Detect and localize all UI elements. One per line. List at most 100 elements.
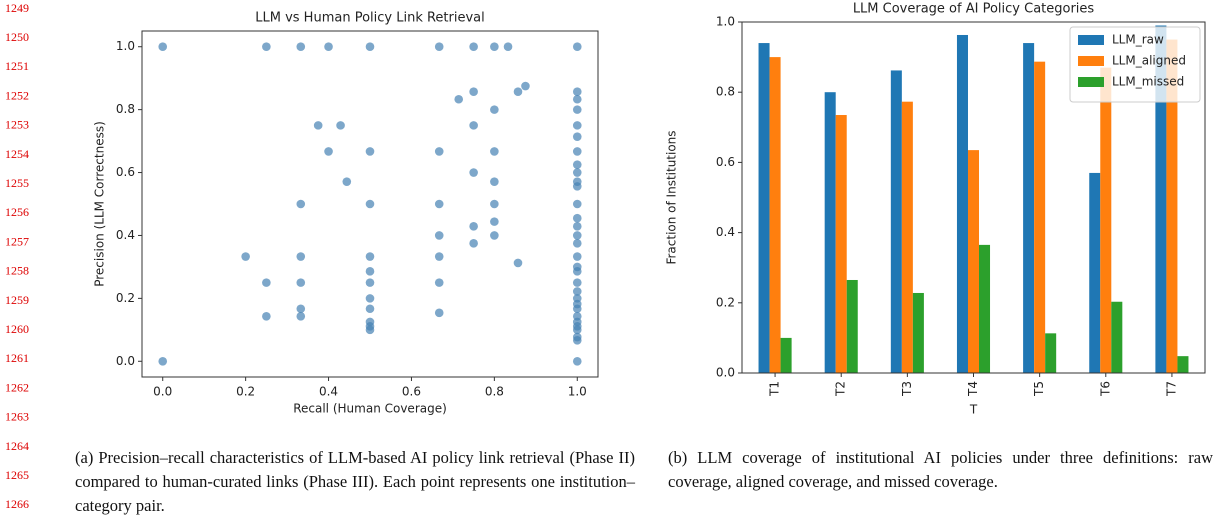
point	[296, 311, 306, 321]
y-tick-label: 0.4	[716, 225, 735, 239]
point	[296, 42, 306, 52]
line-number: 1253	[5, 118, 29, 132]
point	[469, 222, 478, 231]
bar	[1034, 61, 1046, 374]
bar	[967, 150, 980, 373]
line-number: 1250	[5, 30, 29, 44]
point	[572, 222, 582, 231]
y-tick-label: 0.6	[116, 165, 135, 179]
x-tick-label: T2	[834, 381, 848, 397]
x-tick-label: T5	[1032, 381, 1046, 397]
y-tick-label: 0.2	[116, 291, 135, 305]
point	[365, 42, 375, 52]
line-number: 1260	[5, 322, 29, 336]
point	[490, 217, 499, 226]
point	[572, 132, 582, 141]
x-tick-label: T6	[1098, 381, 1112, 397]
line-number: 1266	[5, 497, 29, 511]
axes-frame	[741, 21, 1206, 374]
y-tick-label: 0.0	[716, 366, 735, 380]
x-tick-label: 0.0	[153, 385, 172, 399]
chart-title: LLM Coverage of AI Policy Categories	[853, 2, 1095, 17]
line-number: 1263	[5, 410, 29, 424]
y-axis-label: Precision (LLM Correctness)	[93, 121, 107, 287]
line-number: 1264	[5, 439, 29, 453]
point	[572, 105, 582, 114]
point	[262, 42, 271, 52]
bar	[758, 43, 770, 374]
point	[365, 325, 375, 335]
point	[572, 304, 582, 314]
bar	[979, 244, 991, 373]
bar	[835, 115, 847, 373]
point	[324, 42, 333, 52]
point	[572, 182, 582, 191]
point	[572, 147, 582, 156]
y-tick-label: 0.2	[716, 295, 735, 309]
point	[296, 199, 306, 209]
bar	[1089, 172, 1101, 373]
y-tick-label: 0.4	[116, 228, 135, 242]
bar	[1166, 39, 1178, 374]
x-tick-label: 1.0	[568, 385, 587, 399]
line-number: 1262	[5, 380, 29, 394]
point	[262, 278, 271, 287]
y-axis-label: Fraction of Institutions	[665, 130, 679, 264]
bar	[1155, 25, 1167, 373]
bar	[780, 337, 792, 373]
point	[454, 94, 464, 104]
bar	[824, 92, 836, 373]
bar	[912, 292, 924, 373]
point	[469, 121, 478, 130]
point	[572, 199, 582, 209]
point	[469, 42, 478, 52]
point	[158, 356, 168, 366]
point	[572, 325, 582, 335]
point	[513, 258, 523, 268]
point	[434, 252, 444, 261]
point	[296, 278, 306, 287]
bar	[1100, 67, 1112, 373]
point	[241, 252, 250, 261]
line-number: 1265	[5, 468, 29, 482]
legend-label: LLM_aligned	[1112, 54, 1186, 68]
x-axis-label: T	[969, 403, 978, 417]
point	[490, 231, 499, 240]
point	[490, 42, 499, 52]
point	[490, 147, 499, 156]
point	[490, 105, 499, 114]
line-number: 1254	[5, 147, 29, 161]
bar	[901, 101, 913, 373]
point	[262, 311, 271, 321]
y-tick-label: 0.6	[716, 155, 735, 169]
x-tick-label: 0.4	[319, 385, 338, 399]
x-tick-label: 0.6	[402, 385, 421, 399]
line-number: 1251	[5, 59, 29, 73]
point	[365, 294, 375, 303]
point	[572, 42, 582, 52]
line-number: 1255	[5, 176, 29, 190]
line-number: 1256	[5, 205, 29, 219]
point	[313, 121, 323, 130]
bar	[846, 279, 858, 373]
point	[521, 81, 530, 91]
point	[365, 304, 375, 314]
legend-label: LLM_raw	[1112, 33, 1164, 47]
y-tick-label: 0.8	[716, 85, 735, 99]
point	[572, 356, 582, 366]
line-number: 1257	[5, 234, 29, 248]
axes-frame	[141, 30, 599, 378]
point	[572, 168, 582, 177]
chart-title: LLM vs Human Policy Link Retrieval	[255, 11, 485, 26]
x-tick-label: T4	[966, 381, 980, 397]
point	[434, 42, 444, 52]
point	[490, 177, 499, 186]
x-axis-label: Recall (Human Coverage)	[293, 402, 447, 416]
point	[158, 42, 168, 52]
point	[365, 278, 375, 287]
point	[572, 267, 582, 276]
point	[365, 147, 375, 156]
point	[434, 147, 444, 156]
point	[572, 94, 582, 104]
